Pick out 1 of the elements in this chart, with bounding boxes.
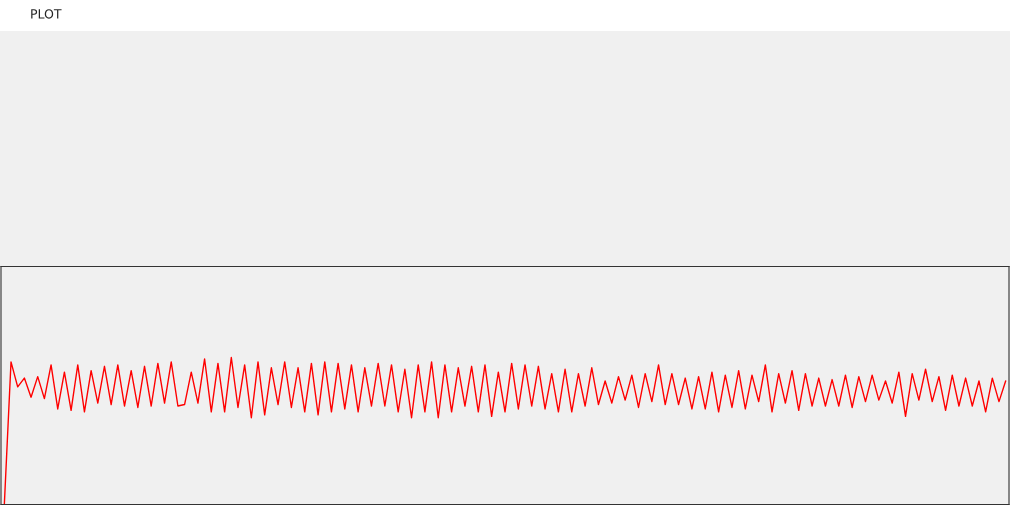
chart-title: PLOT <box>31 9 62 19</box>
